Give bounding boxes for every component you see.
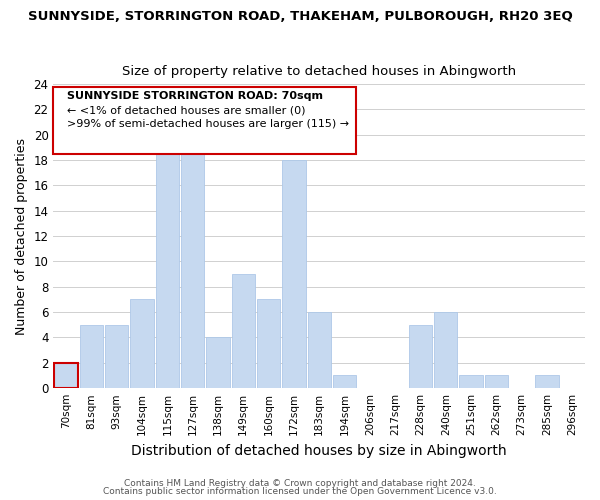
Bar xyxy=(485,376,508,388)
Y-axis label: Number of detached properties: Number of detached properties xyxy=(15,138,28,334)
Bar xyxy=(434,312,457,388)
Text: SUNNYSIDE STORRINGTON ROAD: 70sqm: SUNNYSIDE STORRINGTON ROAD: 70sqm xyxy=(67,92,323,102)
Bar xyxy=(232,274,255,388)
Bar xyxy=(308,312,331,388)
Text: ← <1% of detached houses are smaller (0): ← <1% of detached houses are smaller (0) xyxy=(67,105,305,115)
Bar xyxy=(282,160,305,388)
Bar xyxy=(409,325,432,388)
Bar xyxy=(105,325,128,388)
Bar xyxy=(460,376,483,388)
FancyBboxPatch shape xyxy=(53,87,356,154)
Title: Size of property relative to detached houses in Abingworth: Size of property relative to detached ho… xyxy=(122,66,516,78)
Bar xyxy=(257,300,280,388)
Text: Contains public sector information licensed under the Open Government Licence v3: Contains public sector information licen… xyxy=(103,487,497,496)
Text: SUNNYSIDE, STORRINGTON ROAD, THAKEHAM, PULBOROUGH, RH20 3EQ: SUNNYSIDE, STORRINGTON ROAD, THAKEHAM, P… xyxy=(28,10,572,23)
Bar xyxy=(130,300,154,388)
Text: Contains HM Land Registry data © Crown copyright and database right 2024.: Contains HM Land Registry data © Crown c… xyxy=(124,478,476,488)
Bar xyxy=(80,325,103,388)
Bar xyxy=(206,338,230,388)
Bar xyxy=(55,363,78,388)
Bar xyxy=(181,147,204,388)
Bar xyxy=(155,147,179,388)
Bar xyxy=(535,376,559,388)
Bar xyxy=(333,376,356,388)
X-axis label: Distribution of detached houses by size in Abingworth: Distribution of detached houses by size … xyxy=(131,444,507,458)
Text: >99% of semi-detached houses are larger (115) →: >99% of semi-detached houses are larger … xyxy=(67,119,349,129)
